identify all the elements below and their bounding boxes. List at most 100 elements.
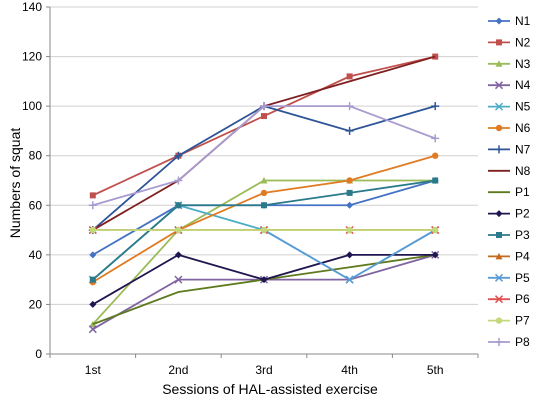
data-point (346, 226, 353, 234)
legend-label: N2 (515, 35, 531, 49)
data-point (260, 276, 268, 284)
data-point (346, 251, 354, 259)
data-point (345, 126, 354, 135)
data-point (346, 73, 353, 80)
data-point (260, 189, 268, 197)
y-axis-label: Numbers of squat (7, 128, 23, 239)
data-point (345, 275, 354, 284)
data-point (175, 226, 182, 234)
y-tick-label: 80 (29, 149, 43, 163)
y-tick-label: 60 (29, 198, 43, 212)
legend-marker (495, 145, 503, 154)
legend-item-n6: N6 (488, 121, 531, 135)
series-n1 (89, 177, 439, 259)
legend-marker (494, 81, 504, 90)
series-n7 (88, 102, 440, 235)
legend-marker (494, 273, 504, 282)
legend-item-n4: N4 (488, 78, 531, 92)
legend-label: P1 (515, 185, 530, 199)
data-point (346, 177, 353, 184)
x-tick-label: 1st (85, 363, 102, 377)
x-tick-label: 4th (341, 363, 358, 377)
data-point (260, 226, 268, 234)
legend-label: P6 (515, 292, 530, 306)
x-tick-label: 3rd (255, 363, 272, 377)
legend-item-p7: P7 (488, 314, 530, 328)
legend-label: P2 (515, 207, 530, 221)
data-point (261, 113, 267, 120)
legend-item-n3: N3 (488, 57, 531, 71)
series-p7 (89, 226, 439, 234)
series-p1 (92, 253, 436, 326)
x-tick-label: 2nd (168, 363, 188, 377)
data-point (88, 325, 97, 334)
legend-label: P7 (515, 314, 530, 328)
data-point (89, 276, 96, 283)
legend-label: P8 (515, 335, 530, 349)
y-axis-ticks: 0 20 40 60 80 100 120 140 (22, 0, 50, 361)
legend: N1 N2 N3 N4 N5 N6 N7 N8 P1 P2 P3 P4 P5 P6 P7 P8 (488, 14, 531, 349)
y-tick-label: 0 (35, 347, 42, 361)
x-axis-ticks: 1st 2nd 3rd 4th 5th (49, 354, 479, 377)
data-point (431, 251, 439, 259)
legend-label: N4 (515, 78, 531, 92)
data-point (89, 192, 96, 199)
legend-label: P4 (515, 249, 530, 263)
legend-marker (495, 60, 503, 67)
legend-marker (495, 317, 503, 324)
series-p8 (88, 102, 440, 210)
data-point (89, 226, 97, 234)
data-point (346, 189, 353, 196)
series-p2 (89, 251, 439, 308)
legend-marker (495, 338, 503, 346)
y-tick-label: 120 (22, 50, 42, 64)
data-point (432, 226, 439, 234)
data-point (174, 275, 183, 284)
data-point (345, 102, 354, 111)
legend-marker (495, 252, 503, 260)
series-group (88, 53, 440, 334)
data-point (89, 251, 97, 259)
data-point (174, 151, 183, 160)
data-point (431, 102, 440, 111)
legend-item-n1: N1 (488, 14, 531, 28)
data-point (346, 201, 354, 209)
data-point (174, 176, 183, 185)
legend-label: N1 (515, 14, 531, 28)
data-point (261, 202, 267, 209)
legend-marker (494, 102, 504, 111)
legend-label: N3 (515, 57, 531, 71)
legend-label: N5 (515, 100, 531, 114)
legend-label: P3 (515, 228, 530, 242)
legend-label: N7 (515, 142, 531, 156)
legend-marker (495, 17, 503, 25)
legend-item-p5: P5 (488, 271, 530, 285)
x-axis-label: Sessions of HAL-assisted exercise (162, 381, 378, 397)
data-point (175, 202, 182, 209)
legend-marker (496, 232, 502, 238)
data-point (89, 300, 97, 308)
series-line (92, 253, 436, 326)
legend-marker (495, 210, 503, 218)
legend-item-n7: N7 (488, 142, 531, 156)
legend-item-n5: N5 (488, 100, 531, 114)
legend-item-p6: P6 (488, 292, 530, 306)
legend-label: P5 (515, 271, 530, 285)
y-tick-label: 140 (22, 0, 42, 14)
series-n2 (89, 53, 439, 199)
series-line (92, 55, 436, 197)
legend-label: N6 (515, 121, 531, 135)
y-tick-label: 20 (29, 297, 43, 311)
legend-item-n2: N2 (488, 35, 531, 49)
legend-marker (496, 39, 502, 46)
data-point (432, 177, 439, 184)
data-point (260, 177, 268, 184)
gridlines (50, 6, 478, 305)
data-point (174, 251, 182, 259)
legend-item-p3: P3 (488, 228, 530, 242)
legend-item-p1: P1 (488, 185, 530, 199)
data-point (88, 201, 97, 210)
legend-item-p4: P4 (488, 249, 530, 263)
data-point (431, 134, 440, 143)
